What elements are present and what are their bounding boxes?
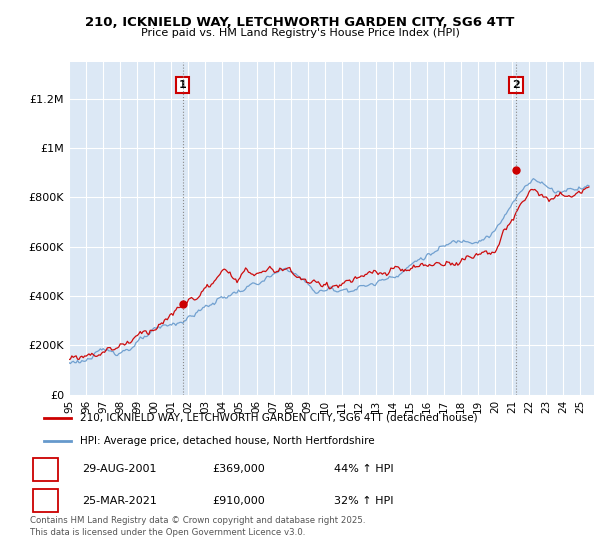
- Text: 44% ↑ HPI: 44% ↑ HPI: [334, 464, 393, 474]
- Text: 210, ICKNIELD WAY, LETCHWORTH GARDEN CITY, SG6 4TT: 210, ICKNIELD WAY, LETCHWORTH GARDEN CIT…: [85, 16, 515, 29]
- Text: £369,000: £369,000: [212, 464, 265, 474]
- FancyBboxPatch shape: [33, 458, 58, 480]
- Text: Price paid vs. HM Land Registry's House Price Index (HPI): Price paid vs. HM Land Registry's House …: [140, 28, 460, 38]
- Text: 32% ↑ HPI: 32% ↑ HPI: [334, 496, 393, 506]
- Text: 25-MAR-2021: 25-MAR-2021: [82, 496, 157, 506]
- Text: 1: 1: [41, 464, 49, 474]
- Text: Contains HM Land Registry data © Crown copyright and database right 2025.
This d: Contains HM Land Registry data © Crown c…: [30, 516, 365, 537]
- Text: 2: 2: [41, 496, 49, 506]
- Text: £910,000: £910,000: [212, 496, 265, 506]
- Text: HPI: Average price, detached house, North Hertfordshire: HPI: Average price, detached house, Nort…: [80, 436, 374, 446]
- Text: 210, ICKNIELD WAY, LETCHWORTH GARDEN CITY, SG6 4TT (detached house): 210, ICKNIELD WAY, LETCHWORTH GARDEN CIT…: [80, 413, 478, 423]
- Text: 2: 2: [512, 80, 520, 90]
- Text: 29-AUG-2001: 29-AUG-2001: [82, 464, 157, 474]
- FancyBboxPatch shape: [33, 489, 58, 512]
- Text: 1: 1: [179, 80, 187, 90]
